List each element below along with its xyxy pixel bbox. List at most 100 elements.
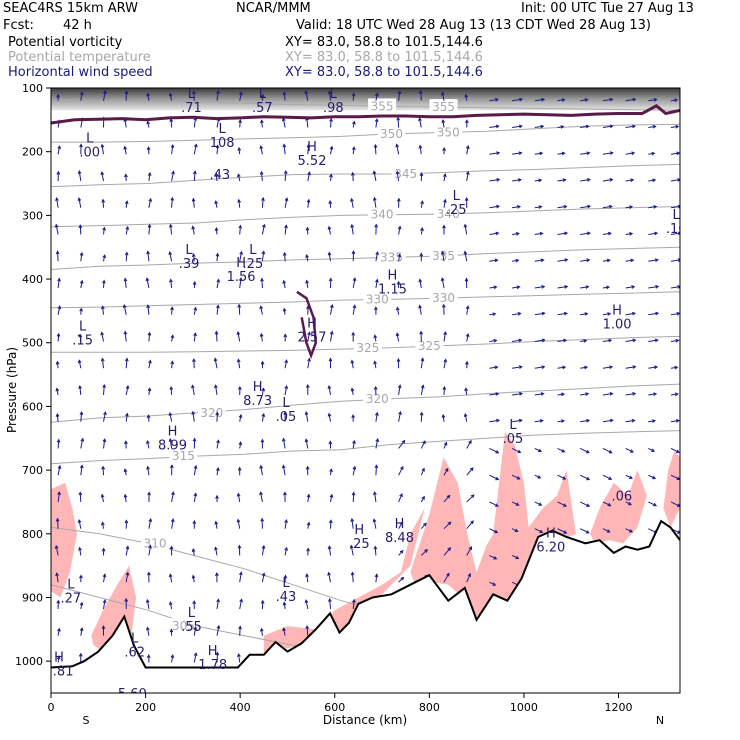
- wind-vector: [146, 465, 150, 476]
- wind-vector: [80, 91, 84, 101]
- wind-head: [191, 547, 196, 553]
- wind-shaft: [102, 522, 104, 529]
- theta-label-bg: [434, 124, 463, 139]
- wind-shaft: [580, 179, 591, 182]
- wind-shaft: [420, 522, 427, 530]
- wind-head: [306, 198, 311, 203]
- wind-head: [400, 465, 404, 470]
- wind-shaft: [80, 628, 83, 636]
- wind-vector: [125, 225, 130, 235]
- wind-vector: [625, 448, 634, 453]
- wind-shaft: [330, 118, 332, 128]
- wind-vector: [146, 304, 151, 315]
- wind-shaft: [557, 99, 565, 102]
- wind-head: [492, 582, 497, 586]
- wind-head: [495, 124, 500, 129]
- wind-head: [100, 331, 104, 336]
- terrain: [51, 519, 680, 693]
- wind-vector: [648, 124, 657, 129]
- wind-head: [102, 279, 106, 284]
- wind-shaft: [102, 439, 106, 449]
- hl-letter: H: [388, 269, 398, 284]
- hl-letter: H: [253, 380, 263, 395]
- wind-vector: [648, 205, 658, 209]
- wind-head: [469, 467, 474, 472]
- wind-shaft: [465, 388, 468, 396]
- wind-head: [170, 518, 175, 523]
- hl-letter: L: [673, 208, 681, 223]
- wind-vector: [215, 651, 220, 663]
- wind-vector: [398, 521, 403, 529]
- wind-vector: [670, 98, 679, 102]
- wind-vector: [191, 253, 196, 262]
- wind-head: [238, 224, 243, 229]
- wind-vector: [395, 332, 400, 342]
- wind-head: [652, 178, 657, 183]
- wind-head: [676, 530, 680, 534]
- wind-head: [146, 120, 150, 125]
- wind-vector: [670, 204, 680, 209]
- wind-shaft: [260, 306, 263, 315]
- wind-head: [78, 384, 82, 389]
- wind-shaft: [55, 224, 59, 235]
- wind-shaft: [374, 144, 377, 155]
- wind-shaft: [419, 305, 422, 315]
- y-tick-label: 200: [22, 146, 43, 159]
- wind-shaft: [193, 91, 195, 101]
- wind-head: [284, 224, 288, 229]
- wind-vector: [443, 547, 452, 556]
- wind-shaft: [512, 259, 519, 262]
- wind-vector: [625, 338, 637, 343]
- wind-head: [446, 572, 450, 577]
- wind-vector: [169, 117, 174, 128]
- wind-vector: [352, 304, 357, 315]
- wind-shaft: [283, 280, 286, 289]
- hl-value: .06: [611, 489, 632, 504]
- wind-head: [192, 280, 197, 285]
- wind-vector: [125, 384, 130, 396]
- wind-vector: [191, 410, 196, 422]
- wind-vector: [463, 412, 468, 422]
- wind-vector: [670, 285, 680, 289]
- wind-vector: [237, 303, 242, 315]
- wind-vector: [398, 576, 405, 583]
- wind-shaft: [489, 98, 499, 102]
- wind-shaft: [79, 225, 82, 235]
- wind-shaft: [373, 171, 377, 182]
- wind-vector: [261, 544, 266, 556]
- wind-head: [421, 495, 425, 500]
- wind-shaft: [625, 312, 636, 316]
- wind-vector: [307, 357, 311, 369]
- wind-shaft: [557, 205, 567, 209]
- wind-shaft: [602, 392, 613, 396]
- wind-head: [373, 143, 378, 148]
- wind-head: [55, 517, 60, 522]
- theta-label-325: 325: [418, 339, 441, 353]
- wind-vector: [602, 501, 612, 507]
- wind-head: [237, 652, 241, 657]
- theta-contour-335: [51, 246, 680, 270]
- wind-shaft: [420, 385, 424, 396]
- wind-shaft: [648, 393, 657, 396]
- wind-vector: [238, 224, 243, 235]
- wind-shaft: [146, 278, 150, 289]
- wind-vector: [648, 258, 659, 263]
- wind-shaft: [171, 197, 173, 208]
- wind-vector: [124, 251, 129, 262]
- wind-vector: [602, 178, 614, 182]
- wind-vector: [261, 250, 266, 262]
- wind-head: [77, 518, 82, 524]
- hl-letter: L: [86, 132, 94, 147]
- wind-head: [397, 384, 402, 389]
- wind-vector: [489, 312, 497, 317]
- wind-vector: [124, 440, 128, 449]
- wind-vector: [489, 554, 498, 560]
- wind-head: [261, 572, 266, 577]
- wind-vector: [625, 501, 632, 506]
- wind-vector: [327, 225, 332, 235]
- hl-value: 1.00: [603, 318, 632, 333]
- wind-vector: [464, 277, 469, 288]
- theta-label-305: 305: [172, 619, 195, 633]
- wind-head: [539, 151, 544, 156]
- wind-vector: [238, 118, 242, 128]
